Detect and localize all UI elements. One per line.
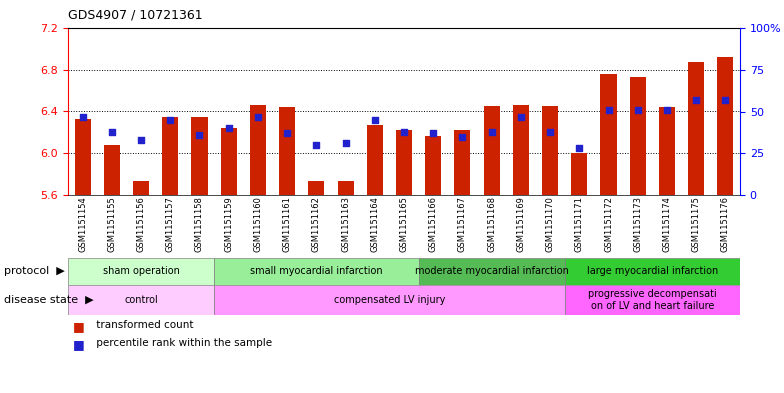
Text: GSM1151174: GSM1151174 — [662, 196, 671, 252]
Point — [485, 129, 498, 135]
Point — [135, 137, 147, 143]
Point — [76, 113, 89, 119]
Text: small myocardial infarction: small myocardial infarction — [250, 266, 383, 277]
Text: GSM1151176: GSM1151176 — [721, 196, 730, 252]
Point — [339, 140, 352, 146]
Point — [719, 97, 731, 103]
Bar — [74, 119, 91, 195]
Bar — [162, 117, 178, 195]
Bar — [68, 285, 214, 315]
Bar — [717, 57, 733, 195]
Text: GSM1151172: GSM1151172 — [604, 196, 613, 252]
Text: GSM1151169: GSM1151169 — [517, 196, 525, 252]
Point — [661, 107, 673, 113]
Point — [602, 107, 615, 113]
Bar — [250, 105, 266, 195]
Point — [281, 130, 293, 136]
Text: GSM1151170: GSM1151170 — [546, 196, 554, 252]
Bar — [396, 130, 412, 195]
Text: sham operation: sham operation — [103, 266, 180, 277]
Bar — [68, 258, 214, 285]
Text: GDS4907 / 10721361: GDS4907 / 10721361 — [68, 8, 202, 21]
Text: GSM1151165: GSM1151165 — [400, 196, 408, 252]
Text: ■: ■ — [73, 338, 85, 351]
Bar — [455, 130, 470, 195]
Bar — [542, 106, 558, 195]
Text: disease state  ▶: disease state ▶ — [4, 295, 93, 305]
Bar — [338, 182, 354, 195]
Point — [544, 129, 557, 135]
Point — [223, 125, 235, 131]
Point — [427, 130, 440, 136]
Bar — [688, 62, 704, 195]
Point — [106, 129, 118, 135]
Text: large myocardial infarction: large myocardial infarction — [586, 266, 718, 277]
Point — [310, 142, 323, 148]
Text: compensated LV injury: compensated LV injury — [334, 295, 445, 305]
Point — [368, 117, 381, 123]
Point — [573, 145, 586, 151]
Text: GSM1151163: GSM1151163 — [341, 196, 350, 252]
Bar — [133, 182, 149, 195]
Point — [514, 113, 527, 119]
Bar — [214, 258, 419, 285]
Text: GSM1151155: GSM1151155 — [107, 196, 116, 252]
Point — [397, 129, 410, 135]
Bar — [214, 285, 564, 315]
Bar — [279, 107, 295, 195]
Text: ■: ■ — [73, 320, 85, 333]
Point — [456, 133, 469, 140]
Text: GSM1151156: GSM1151156 — [136, 196, 146, 252]
Bar — [367, 125, 383, 195]
Text: protocol  ▶: protocol ▶ — [4, 266, 65, 276]
Bar — [572, 153, 587, 195]
Bar — [659, 107, 675, 195]
Point — [690, 97, 702, 103]
Bar — [484, 106, 499, 195]
Bar — [564, 258, 740, 285]
Point — [164, 117, 176, 123]
Text: GSM1151160: GSM1151160 — [253, 196, 263, 252]
Bar — [191, 117, 208, 195]
Bar — [419, 258, 564, 285]
Bar — [630, 77, 646, 195]
Bar — [220, 128, 237, 195]
Text: moderate myocardial infarction: moderate myocardial infarction — [415, 266, 568, 277]
Text: GSM1151166: GSM1151166 — [429, 196, 437, 252]
Text: GSM1151171: GSM1151171 — [575, 196, 584, 252]
Point — [252, 113, 264, 119]
Text: GSM1151157: GSM1151157 — [165, 196, 175, 252]
Text: transformed count: transformed count — [93, 320, 193, 330]
Text: progressive decompensati
on of LV and heart failure: progressive decompensati on of LV and he… — [588, 289, 717, 311]
Text: GSM1151158: GSM1151158 — [195, 196, 204, 252]
Bar — [564, 285, 740, 315]
Text: GSM1151161: GSM1151161 — [282, 196, 292, 252]
Bar — [601, 74, 616, 195]
Bar — [513, 105, 529, 195]
Text: GSM1151159: GSM1151159 — [224, 196, 233, 252]
Text: GSM1151162: GSM1151162 — [312, 196, 321, 252]
Text: GSM1151164: GSM1151164 — [370, 196, 379, 252]
Text: percentile rank within the sample: percentile rank within the sample — [93, 338, 272, 348]
Text: GSM1151168: GSM1151168 — [487, 196, 496, 252]
Bar — [103, 145, 120, 195]
Bar — [308, 182, 325, 195]
Text: GSM1151154: GSM1151154 — [78, 196, 87, 252]
Point — [193, 132, 205, 138]
Point — [631, 107, 644, 113]
Bar — [425, 136, 441, 195]
Text: GSM1151167: GSM1151167 — [458, 196, 467, 252]
Text: GSM1151173: GSM1151173 — [633, 196, 642, 252]
Text: control: control — [124, 295, 158, 305]
Text: GSM1151175: GSM1151175 — [691, 196, 701, 252]
